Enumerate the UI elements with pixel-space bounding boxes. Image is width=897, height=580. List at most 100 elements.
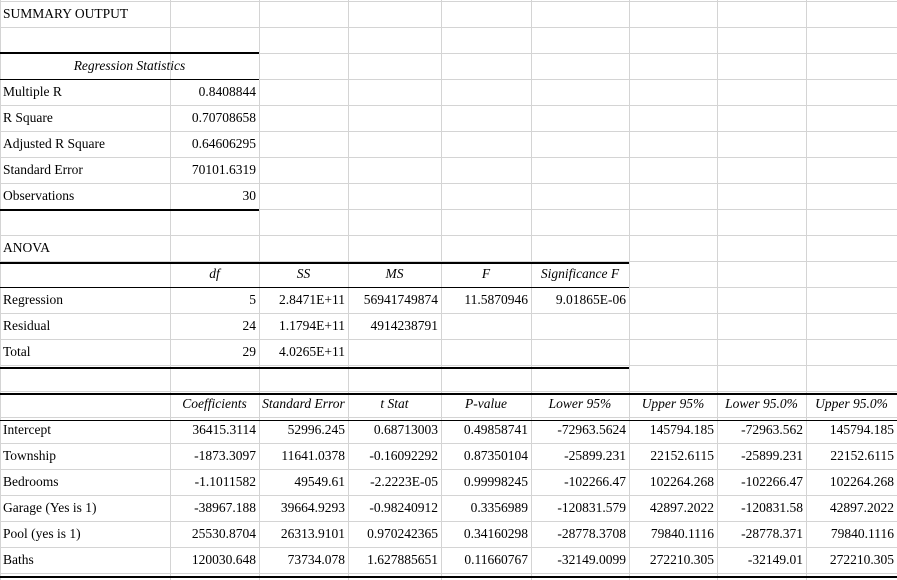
anova-cell[interactable]: 9.01865E-06 [555,292,626,307]
coefficients-row-label[interactable]: Pool (yes is 1) [3,526,81,541]
regression-stat-label[interactable]: Standard Error [3,162,83,177]
anova-row-label[interactable]: Total [3,344,31,359]
coefficients-column-header[interactable]: Standard Error [262,396,345,411]
coefficients-cell[interactable]: -25899.231 [741,448,803,463]
anova-title[interactable]: ANOVA [3,240,51,255]
coefficients-cell[interactable]: -28778.371 [741,526,803,541]
coefficients-cell[interactable]: -0.98240912 [369,500,438,515]
regression-stat-label[interactable]: R Square [3,110,53,125]
coefficients-row-label[interactable]: Township [3,448,57,463]
coefficients-cell[interactable]: 145794.185 [829,422,894,437]
coefficients-cell[interactable]: 42897.2022 [829,500,894,515]
anova-cell[interactable]: 11.5870946 [464,292,528,307]
anova-cell[interactable]: 4914238791 [370,318,439,333]
anova-row-label[interactable]: Residual [3,318,51,333]
coefficients-cell[interactable]: 26313.9101 [280,526,345,541]
anova-column-header[interactable]: F [481,266,491,281]
coefficients-cell[interactable]: 0.49858741 [463,422,528,437]
coefficients-column-header[interactable]: Upper 95% [641,396,705,411]
coefficients-cell[interactable]: 0.970242365 [367,526,438,541]
coefficients-cell[interactable]: -2.2223E-05 [370,474,438,489]
anova-cell[interactable] [441,339,531,365]
coefficients-cell[interactable]: 36415.3114 [192,422,256,437]
coefficients-column-header[interactable]: Coefficients [182,396,247,411]
coefficients-cell[interactable]: 79840.1116 [830,526,894,541]
coefficients-row-label[interactable]: Baths [3,552,34,567]
coefficients-cell[interactable]: 25530.8704 [191,526,256,541]
anova-column-header[interactable]: df [209,266,220,281]
anova-column-header[interactable]: SS [296,266,311,281]
coefficients-cell[interactable]: 79840.1116 [650,526,714,541]
coefficients-cell[interactable]: -32149.01 [747,552,803,567]
coefficients-cell[interactable]: 272210.305 [649,552,714,567]
coefficients-cell[interactable]: 120030.648 [191,552,256,567]
coefficients-cell[interactable]: 272210.305 [829,552,894,567]
coefficients-cell[interactable]: 11641.0378 [281,448,345,463]
coefficients-cell[interactable]: 102264.268 [829,474,894,489]
coefficients-column-header[interactable]: Lower 95% [548,396,612,411]
anova-cell[interactable]: 24 [242,318,257,333]
coefficients-cell[interactable]: 0.34160298 [463,526,528,541]
anova-cell[interactable]: 5 [249,292,256,307]
anova-cell[interactable]: 2.8471E+11 [279,292,345,307]
regression-stat-label[interactable]: Observations [3,188,75,203]
coefficients-cell[interactable]: 52996.245 [287,422,345,437]
coefficients-cell[interactable]: -72963.562 [741,422,803,437]
coefficients-column-header[interactable]: Lower 95.0% [725,396,798,411]
coefficients-row-label[interactable]: Bedrooms [3,474,59,489]
coefficients-cell[interactable]: -102266.47 [741,474,803,489]
anova-cell[interactable]: 1.1794E+11 [279,318,345,333]
coefficients-cell[interactable]: -102266.47 [564,474,626,489]
coefficients-row-label[interactable]: Garage (Yes is 1) [3,500,97,515]
regression-stat-value[interactable]: 0.64606295 [191,136,256,151]
coefficients-cell[interactable]: 42897.2022 [649,500,714,515]
coefficients-column-header[interactable]: t Stat [380,396,409,411]
coefficients-cell[interactable]: 0.3356989 [470,500,528,515]
coefficients-cell[interactable]: 145794.185 [649,422,714,437]
coefficients-cell[interactable]: -120831.58 [741,500,803,515]
anova-cell[interactable]: 29 [242,344,257,359]
coefficients-column-header[interactable]: P-value [465,396,507,411]
anova-cell[interactable] [441,313,531,339]
anova-cell[interactable]: 4.0265E+11 [279,344,345,359]
coefficients-cell[interactable]: 22152.6115 [650,448,714,463]
regression-stat-value[interactable]: 70101.6319 [191,162,256,177]
coefficients-cell[interactable]: -1873.3097 [194,448,256,463]
regression-stat-label[interactable]: Adjusted R Square [3,136,105,151]
coefficients-cell[interactable]: -32149.0099 [557,552,626,567]
coefficients-cell[interactable]: -28778.3708 [557,526,626,541]
regression-stat-label[interactable]: Multiple R [3,84,62,99]
coefficients-cell[interactable]: 1.627885651 [367,552,438,567]
anova-column-header[interactable]: Significance F [540,266,620,281]
coefficients-column-header[interactable]: Upper 95.0% [815,396,888,411]
anova-cell[interactable]: 56941749874 [363,292,438,307]
coefficients-cell[interactable]: 0.11660767 [464,552,528,567]
coefficients-cell[interactable]: -0.16092292 [369,448,438,463]
regression-stat-value[interactable]: 30 [242,188,257,203]
summary-output-title[interactable]: SUMMARY OUTPUT [3,6,129,21]
coefficients-cell[interactable]: 39664.9293 [280,500,345,515]
coefficients-cell[interactable]: 49549.61 [294,474,345,489]
regression-statistics-header[interactable]: Regression Statistics [73,58,186,73]
coefficients-cell[interactable]: 73734.078 [287,552,345,567]
regression-stat-value[interactable]: 0.70708658 [191,110,256,125]
anova-row-label[interactable]: Regression [3,292,63,307]
coefficients-cell[interactable]: -25899.231 [564,448,626,463]
regression-stat-value[interactable]: 0.8408844 [198,84,256,99]
coefficients-cell[interactable]: -120831.579 [557,500,626,515]
anova-cell[interactable] [531,313,629,339]
coefficients-cell[interactable]: 22152.6115 [830,448,894,463]
anova-column-header[interactable]: MS [385,266,404,281]
coefficients-row-label[interactable]: Intercept [3,422,51,437]
anova-cell[interactable] [348,339,441,365]
coefficients-cell[interactable]: -1.1011582 [194,474,256,489]
coefficients-cell[interactable]: -38967.188 [194,500,256,515]
coefficients-cell[interactable]: 0.87350104 [463,448,528,463]
coefficients-cell[interactable]: 0.99998245 [463,474,528,489]
coefficients-cell[interactable]: 0.68713003 [373,422,438,437]
coefficients-cell[interactable]: -72963.5624 [557,422,626,437]
anova-top-rule [0,262,629,264]
coefficients-cell[interactable]: 102264.268 [649,474,714,489]
anova-cell[interactable] [531,339,629,365]
